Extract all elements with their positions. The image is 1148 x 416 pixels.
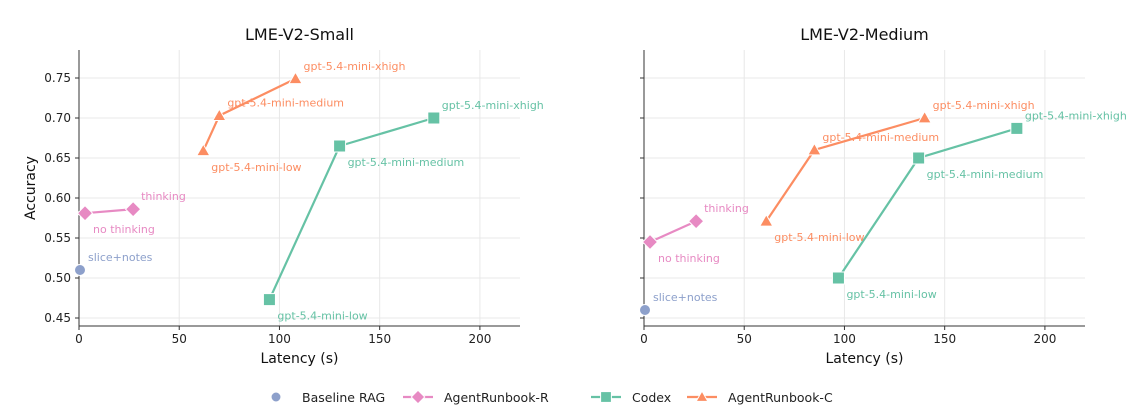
x-axis-label: Latency (s): [825, 351, 903, 367]
data-point: [1010, 121, 1024, 135]
chart-title: LME-V2-Small: [245, 25, 354, 44]
x-tick-label: 50: [737, 332, 752, 346]
x-tick-label: 200: [1033, 332, 1056, 346]
x-tick-label: 100: [268, 332, 291, 346]
data-label: thinking: [704, 202, 749, 215]
data-point: [687, 212, 705, 230]
data-label: slice+notes: [653, 291, 718, 304]
x-tick-label: 50: [172, 332, 187, 346]
data-point: [912, 151, 926, 165]
data-label: gpt-5.4-mini-low: [211, 161, 301, 174]
data-label: gpt-5.4-mini-xhigh: [442, 99, 544, 112]
series-agentrunbook-c: gpt-5.4-mini-low gpt-5.4-mini-medium gpt-5…: [195, 60, 405, 174]
legend-marker: [270, 391, 282, 403]
y-tick-label: 0.60: [44, 191, 71, 205]
data-point: [124, 200, 142, 218]
data-label: thinking: [141, 190, 186, 203]
chart-title: LME-V2-Medium: [800, 25, 929, 44]
data-point: [262, 293, 276, 307]
x-tick-label: 0: [640, 332, 648, 346]
series-line: [649, 220, 697, 244]
data-point: [195, 143, 211, 157]
x-tick-label: 100: [833, 332, 856, 346]
legend-entry: AgentRunbook-R: [403, 389, 549, 405]
legend-marker: [600, 391, 612, 403]
data-point: [74, 264, 87, 276]
series-agentrunbook-r: no thinking thinking: [76, 190, 186, 236]
series-codex: gpt-5.4-mini-low gpt-5.4-mini-medium gpt-5…: [262, 99, 544, 323]
data-label: slice+notes: [88, 251, 153, 264]
legend-entry: Baseline RAG: [270, 390, 385, 405]
data-label: gpt-5.4-mini-low: [846, 288, 936, 301]
legend-label: Codex: [632, 390, 671, 405]
chart-panel-2: 0 50 100 150 200 LME-V2-Medium Latency (s) slic…: [639, 25, 1127, 367]
series-line: [268, 116, 435, 301]
legend-marker: [410, 389, 426, 405]
data-point: [288, 71, 303, 85]
y-tick-label: 0.50: [44, 271, 71, 285]
x-tick-label: 0: [75, 332, 83, 346]
y-tick-label: 0.65: [44, 151, 71, 165]
y-axis-label: Accuracy: [23, 156, 39, 220]
data-label: gpt-5.4-mini-xhigh: [1025, 109, 1127, 122]
data-point: [831, 271, 845, 285]
series-baseline-rag: slice+notes: [639, 291, 718, 316]
y-tick-label: 0.45: [44, 311, 71, 325]
legend: Baseline RAG AgentRunbook-R Codex AgentRunb…: [270, 389, 833, 405]
series-line: [837, 127, 1018, 279]
data-label: gpt-5.4-mini-xhigh: [303, 60, 405, 73]
data-label: gpt-5.4-mini-medium: [927, 168, 1044, 181]
data-label: gpt-5.4-mini-xhigh: [933, 99, 1035, 112]
data-point: [641, 233, 659, 251]
data-label: no thinking: [93, 223, 155, 236]
series-baseline-rag: slice+notes: [74, 251, 153, 276]
data-label: gpt-5.4-mini-medium: [348, 156, 465, 169]
data-point: [639, 304, 652, 316]
series-line: [84, 208, 134, 215]
chart-panel-1: 0 50 100 150 200 0.45 0.50 0.55 0.60 0.65 0.70 0.75…: [23, 25, 544, 367]
data-label: no thinking: [658, 252, 720, 265]
data-label: gpt-5.4-mini-low: [774, 231, 864, 244]
data-point: [333, 139, 347, 153]
legend-marker: [695, 390, 709, 402]
legend-label: Baseline RAG: [302, 390, 385, 405]
y-tick-label: 0.70: [44, 111, 71, 125]
data-point: [807, 142, 822, 156]
data-point: [758, 213, 774, 227]
legend-label: AgentRunbook-R: [444, 390, 549, 405]
series-codex: gpt-5.4-mini-low gpt-5.4-mini-medium gpt-5…: [831, 109, 1127, 301]
y-tick-label: 0.55: [44, 231, 71, 245]
legend-label: AgentRunbook-C: [728, 390, 833, 405]
series-agentrunbook-r: no thinking thinking: [641, 202, 749, 265]
legend-entry: Codex: [591, 390, 671, 405]
x-tick-label: 150: [933, 332, 956, 346]
data-label: gpt-5.4-mini-medium: [227, 97, 344, 110]
x-axis-label: Latency (s): [260, 351, 338, 367]
y-tick-label: 0.75: [44, 71, 71, 85]
x-tick-label: 200: [468, 332, 491, 346]
legend-entry: AgentRunbook-C: [687, 390, 833, 405]
series-agentrunbook-c: gpt-5.4-mini-low gpt-5.4-mini-medium gpt-5…: [758, 99, 1035, 244]
data-label: gpt-5.4-mini-low: [277, 310, 367, 323]
data-point: [76, 204, 94, 222]
data-label: gpt-5.4-mini-medium: [822, 131, 939, 144]
data-point: [917, 110, 932, 124]
data-point: [427, 111, 441, 125]
x-tick-label: 150: [368, 332, 391, 346]
data-point: [211, 108, 227, 121]
